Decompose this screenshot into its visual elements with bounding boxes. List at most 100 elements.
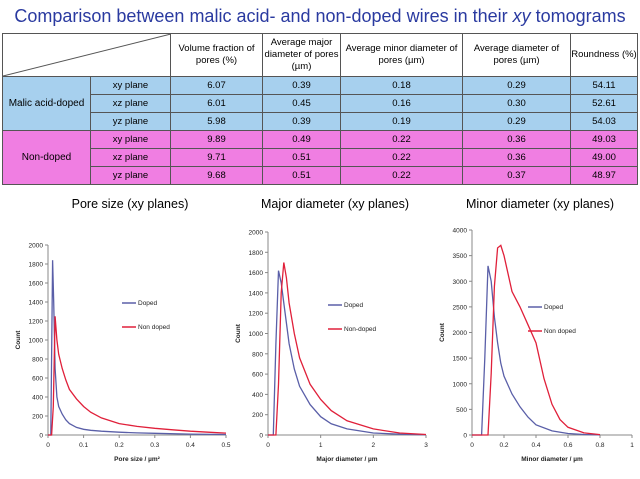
legend-label: Non doped (138, 324, 170, 331)
group-label-nondoped: Non-doped (2, 130, 91, 185)
major-diameter-chart: 0 200 400 600 800 1000 1200 1400 1600 1800 2000 0 1 2… (234, 215, 434, 470)
header-corner-cell (2, 33, 171, 77)
y-tick-label: 500 (456, 407, 467, 414)
y-tick-label: 200 (32, 414, 43, 421)
table-row: yz plane 9.68 0.51 0.22 0.37 48.97 (3, 166, 638, 185)
legend-label: Doped (138, 300, 158, 307)
value-cell: 0.29 (462, 76, 571, 95)
x-tick-label: 3 (424, 442, 428, 449)
y-tick-label: 400 (252, 392, 263, 399)
y-tick-label: 1800 (249, 250, 264, 257)
table-row: Non-doped xy plane 9.89 0.49 0.22 0.36 4… (2, 130, 638, 185)
value-cell: 52.61 (570, 94, 638, 113)
table-row: yz plane 5.98 0.39 0.19 0.29 54.03 (3, 112, 638, 131)
chart-title-minor-diameter: Minor diameter (xy planes) (466, 197, 614, 211)
y-tick-label: 0 (259, 433, 263, 440)
y-axis-label: Count (439, 322, 446, 342)
y-tick-label: 800 (252, 351, 263, 358)
x-tick-label: 0.8 (595, 442, 604, 449)
value-cell: 0.39 (262, 112, 341, 131)
x-axis-label: Pore size / µm² (114, 456, 160, 463)
plane-cell: xy plane (90, 76, 171, 95)
x-tick-label: 0.5 (221, 442, 230, 449)
series-line-doped (472, 265, 601, 436)
x-tick-label: 0.4 (186, 442, 195, 449)
y-tick-label: 1400 (29, 300, 44, 307)
value-cell: 5.98 (170, 112, 263, 131)
value-cell: 49.00 (570, 148, 638, 167)
y-tick-label: 600 (252, 372, 263, 379)
y-tick-label: 0 (463, 433, 467, 440)
header-cell: Average minor diameter of pores (µm) (340, 33, 463, 77)
value-cell: 48.97 (570, 166, 638, 185)
group-label-malic: Malic acid-doped (2, 76, 91, 131)
x-axis-label: Minor diameter / µm (521, 456, 583, 463)
x-tick-label: 0.2 (115, 442, 124, 449)
y-axis-label: Count (15, 330, 22, 350)
value-cell: 0.51 (262, 148, 341, 167)
x-tick-label: 0.2 (499, 442, 508, 449)
value-cell: 9.68 (170, 166, 263, 185)
table-row: xz plane 6.01 0.45 0.16 0.30 52.61 (3, 94, 638, 113)
y-tick-label: 1600 (29, 281, 44, 288)
value-cell: 0.18 (340, 76, 463, 95)
series-line-doped (268, 270, 427, 436)
plane-cell: xy plane (90, 130, 171, 149)
x-tick-label: 0 (46, 442, 50, 449)
y-tick-label: 2000 (249, 230, 264, 237)
x-tick-label: 2 (372, 442, 376, 449)
series-line-non-doped (472, 244, 601, 436)
value-cell: 0.19 (340, 112, 463, 131)
y-tick-label: 1600 (249, 270, 264, 277)
y-tick-label: 1500 (453, 356, 468, 363)
value-cell: 9.89 (170, 130, 263, 149)
major-diameter-chart-svg: 0 200 400 600 800 1000 1200 1400 1600 1800 2000 0 1 2… (235, 230, 428, 464)
value-cell: 0.29 (462, 112, 571, 131)
value-cell: 6.07 (170, 76, 263, 95)
header-cell: Volume fraction of pores (%) (170, 33, 263, 77)
y-tick-label: 600 (32, 376, 43, 383)
pore-size-chart: 0 200 400 600 800 1000 1200 1400 1600 1800 2000 0 0.… (8, 215, 234, 470)
minor-diameter-chart: 0 500 1000 1500 2000 2500 3000 3500 4000 0 0.2 0.4 0… (434, 215, 638, 470)
y-tick-label: 1000 (29, 338, 44, 345)
pore-comparison-table: Volume fraction of pores (%) Average maj… (2, 33, 638, 185)
chart-title-major-diameter: Major diameter (xy planes) (261, 197, 409, 211)
x-tick-label: 1 (319, 442, 323, 449)
y-tick-label: 1400 (249, 290, 264, 297)
value-cell: 0.22 (340, 130, 463, 149)
header-cell: Roundness (%) (570, 33, 638, 77)
x-tick-label: 0 (266, 442, 270, 449)
page-title: Comparison between malic acid- and non-d… (14, 6, 626, 26)
y-tick-label: 1000 (249, 331, 264, 338)
plane-cell: yz plane (90, 112, 171, 131)
value-cell: 0.22 (340, 166, 463, 185)
value-cell: 0.51 (262, 166, 341, 185)
y-tick-label: 2000 (453, 330, 468, 337)
x-tick-label: 0.1 (79, 442, 88, 449)
minor-diameter-chart-svg: 0 500 1000 1500 2000 2500 3000 3500 4000 0 0.2 0.4 0… (439, 228, 634, 464)
value-cell: 0.36 (462, 130, 571, 149)
value-cell: 0.49 (262, 130, 341, 149)
header-cell: Average diameter of pores (µm) (462, 33, 571, 77)
y-tick-label: 1200 (249, 311, 264, 318)
y-tick-label: 4000 (453, 228, 468, 235)
plane-cell: xz plane (90, 148, 171, 167)
value-cell: 54.11 (570, 76, 638, 95)
value-cell: 0.36 (462, 148, 571, 167)
y-tick-label: 1000 (453, 381, 468, 388)
y-tick-label: 3000 (453, 279, 468, 286)
y-tick-label: 2000 (29, 243, 44, 250)
header-cell: Average major diameter of pores (µm) (262, 33, 341, 77)
table-row: xz plane 9.71 0.51 0.22 0.36 49.00 (3, 148, 638, 167)
legend-label: Doped (344, 302, 364, 309)
x-tick-label: 0.4 (531, 442, 540, 449)
series-line-doped (48, 260, 227, 436)
value-cell: 0.39 (262, 76, 341, 95)
y-tick-label: 1200 (29, 319, 44, 326)
value-cell: 6.01 (170, 94, 263, 113)
y-tick-label: 200 (252, 412, 263, 419)
value-cell: 0.37 (462, 166, 571, 185)
pore-size-chart-svg: 0 200 400 600 800 1000 1200 1400 1600 1800 2000 0 0.… (15, 243, 231, 464)
x-tick-label: 0.3 (150, 442, 159, 449)
x-tick-label: 0 (470, 442, 474, 449)
